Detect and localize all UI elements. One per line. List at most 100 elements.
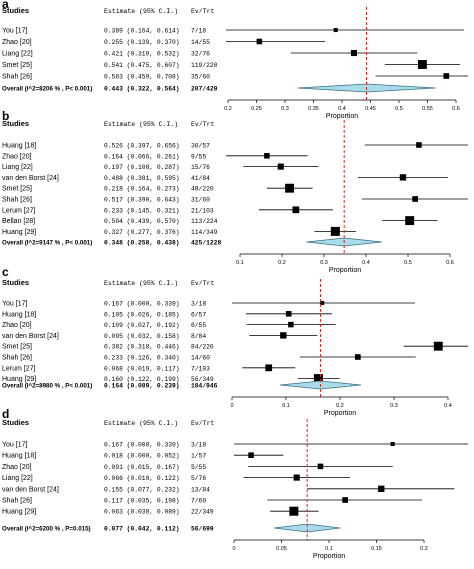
study-evtrt: 31/60 [191,197,210,204]
point-estimate-square [405,216,415,226]
point-estimate-square [399,174,407,181]
point-estimate-square [248,452,254,458]
study-name: Huang [18] [2,453,36,460]
panel-label: a [2,0,9,11]
study-name: Zhao [20] [2,39,32,46]
overall-estimate: 0.164 (0.089, 0.239) [104,383,180,390]
study-estimate: 0.327 (0.277, 0.376) [104,229,180,236]
study-evtrt: 5/55 [191,464,206,471]
overall-estimate: 0.443 (0.322, 0.564) [104,86,180,93]
study-estimate: 0.382 (0.318, 0.446) [104,344,180,351]
forest-panel-b [226,120,468,257]
col-header-estimate: Estimate (95% C.I.) [104,420,178,427]
study-name: Liang [22] [2,51,33,58]
study-evtrt: 15/76 [191,164,210,171]
col-header-studies: Studies [2,119,29,128]
col-header-estimate: Estimate (95% C.I.) [104,280,178,287]
panel-label: b [2,109,9,123]
overall-label: Overall (I^2=6200 % , P=0.015) [2,526,91,533]
col-header-estimate: Estimate (95% C.I.) [104,121,178,128]
x-axis-label: Proportion [313,553,345,560]
forest-panel-a [226,7,468,103]
x-tick-label: 0.4 [362,260,370,266]
study-name: van den Borst [24] [2,486,59,493]
overall-evtrt: 207/429 [191,86,218,93]
study-name: Shah [26] [2,197,32,204]
study-evtrt: 7/18 [191,28,206,35]
x-tick-label: 0.6 [452,106,460,112]
overall-evtrt: 425/1228 [191,240,221,247]
study-evtrt: 5/76 [191,475,206,482]
study-evtrt: 6/57 [191,311,206,318]
x-axis-label: Proportion [324,410,356,417]
study-evtrt: 14/60 [191,355,210,362]
x-tick-label: 0.5 [395,106,403,112]
x-axis-label: Proportion [329,267,361,274]
study-estimate: 0.066 (0.010, 0.122) [104,475,180,482]
point-estimate-square [293,474,300,481]
x-tick-label: 0.55 [422,106,433,112]
study-evtrt: 30/57 [191,143,210,150]
panel-label: c [2,265,9,279]
study-evtrt: 3/18 [191,442,206,449]
overall-estimate: 0.348 (0.258, 0.438) [104,240,180,247]
study-evtrt: 84/220 [191,344,214,351]
col-header-studies: Studies [2,6,29,15]
panel-label: d [2,407,9,421]
study-evtrt: 114/349 [191,229,218,236]
x-tick-label: 0.1 [282,403,290,409]
x-tick-label: 0.5 [404,260,412,266]
study-estimate: 0.095 (0.032, 0.158) [104,333,180,340]
study-name: Huang [29] [2,229,36,236]
col-header-evtrt: Ev/Trt [191,420,215,427]
study-estimate: 0.526 (0.397, 0.656) [104,143,180,150]
x-tick-label: 0.6 [446,260,454,266]
study-name: Zhao [20] [2,322,32,329]
study-estimate: 0.541 (0.475, 0.607) [104,62,180,69]
x-axis-label: Proportion [326,113,358,120]
study-name: Bellan [28] [2,218,35,225]
study-name: Shah [26] [2,74,32,81]
point-estimate-square [292,206,300,214]
x-tick-label: 0.4 [444,403,452,409]
study-estimate: 0.167 (0.000, 0.339) [104,301,180,308]
point-estimate-square [342,497,348,503]
study-name: Huang [29] [2,509,36,516]
study-evtrt: 22/349 [191,509,214,516]
study-evtrt: 21/103 [191,207,214,214]
point-estimate-square [378,485,385,492]
study-estimate: 0.517 (0.390, 0.643) [104,197,180,204]
study-name: You [17] [2,301,27,308]
study-name: Zhao [20] [2,464,32,471]
study-evtrt: 48/220 [191,186,214,193]
overall-evtrt: 56/699 [191,526,214,533]
study-name: You [17] [2,442,27,449]
point-estimate-square [264,153,270,159]
x-tick-label: 0.2 [278,260,286,266]
x-tick-label: 0.35 [308,106,319,112]
point-estimate-square [317,463,324,470]
x-tick-label: 0.1 [325,546,333,552]
point-estimate-square [443,73,450,79]
study-estimate: 0.389 (0.164, 0.614) [104,28,180,35]
study-evtrt: 113/224 [191,218,218,225]
point-estimate-square [277,163,284,170]
study-name: Huang [18] [2,311,36,318]
overall-diamond [273,523,341,533]
study-estimate: 0.155 (0.077, 0.232) [104,486,180,493]
study-estimate: 0.117 (0.035, 0.198) [104,498,180,505]
point-estimate-square [285,183,294,193]
x-tick-label: 0.2 [224,106,232,112]
study-name: You [17] [2,28,27,35]
study-estimate: 0.091 (0.015, 0.167) [104,464,180,471]
study-name: Zhao [20] [2,153,32,160]
x-tick-label: 0 [232,546,235,552]
col-header-studies: Studies [2,418,29,427]
study-estimate: 0.164 (0.066, 0.261) [104,153,180,160]
study-name: Liang [22] [2,475,33,482]
study-estimate: 0.583 (0.459, 0.708) [104,74,180,81]
study-name: Smet [25] [2,186,32,193]
point-estimate-square [354,354,361,360]
study-evtrt: 41/84 [191,175,210,182]
study-estimate: 0.421 (0.310, 0.532) [104,51,180,58]
